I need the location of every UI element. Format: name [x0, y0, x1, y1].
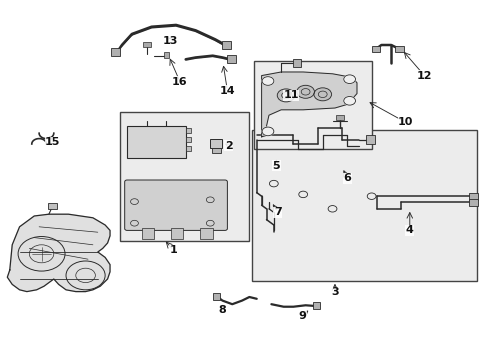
Circle shape	[277, 89, 294, 102]
Text: 3: 3	[330, 287, 338, 297]
Bar	[142, 228, 154, 239]
Text: 11: 11	[283, 90, 298, 100]
Bar	[127, 126, 185, 158]
Text: 2: 2	[224, 141, 232, 151]
Bar	[468, 193, 477, 200]
Bar	[171, 228, 183, 239]
Bar	[210, 139, 222, 148]
Bar	[212, 293, 220, 300]
Bar	[120, 112, 249, 241]
Circle shape	[262, 77, 273, 85]
Bar	[254, 61, 371, 149]
Bar	[251, 130, 476, 281]
Text: 7: 7	[273, 207, 281, 217]
Polygon shape	[261, 72, 356, 137]
Bar	[312, 302, 320, 309]
Text: 1: 1	[169, 245, 177, 255]
Bar	[48, 203, 57, 209]
Bar	[143, 42, 150, 47]
Text: 8: 8	[218, 305, 226, 315]
Bar	[185, 146, 190, 151]
Text: 10: 10	[397, 117, 413, 127]
FancyBboxPatch shape	[124, 180, 227, 230]
Text: 12: 12	[416, 71, 431, 81]
Text: 9: 9	[298, 311, 305, 321]
Text: 15: 15	[45, 137, 61, 147]
Text: 13: 13	[162, 36, 178, 46]
Bar	[365, 135, 374, 144]
Bar	[200, 228, 212, 239]
Circle shape	[262, 127, 273, 136]
Bar	[371, 46, 380, 52]
Circle shape	[343, 75, 355, 84]
Bar	[293, 59, 300, 67]
Bar	[336, 115, 343, 120]
Bar	[111, 48, 120, 56]
Bar	[212, 148, 220, 153]
Bar	[394, 46, 403, 52]
Bar	[468, 199, 477, 206]
Text: 6: 6	[343, 173, 350, 183]
Text: 5: 5	[272, 161, 280, 171]
Bar	[185, 128, 190, 133]
Circle shape	[343, 96, 355, 105]
Bar	[226, 55, 235, 63]
Bar	[222, 41, 231, 49]
Bar	[185, 137, 190, 142]
Circle shape	[313, 88, 331, 101]
Text: 16: 16	[172, 77, 187, 87]
Polygon shape	[7, 214, 110, 292]
Text: 14: 14	[219, 86, 235, 96]
Circle shape	[296, 85, 314, 98]
Bar	[163, 52, 168, 58]
Text: 4: 4	[405, 225, 413, 235]
